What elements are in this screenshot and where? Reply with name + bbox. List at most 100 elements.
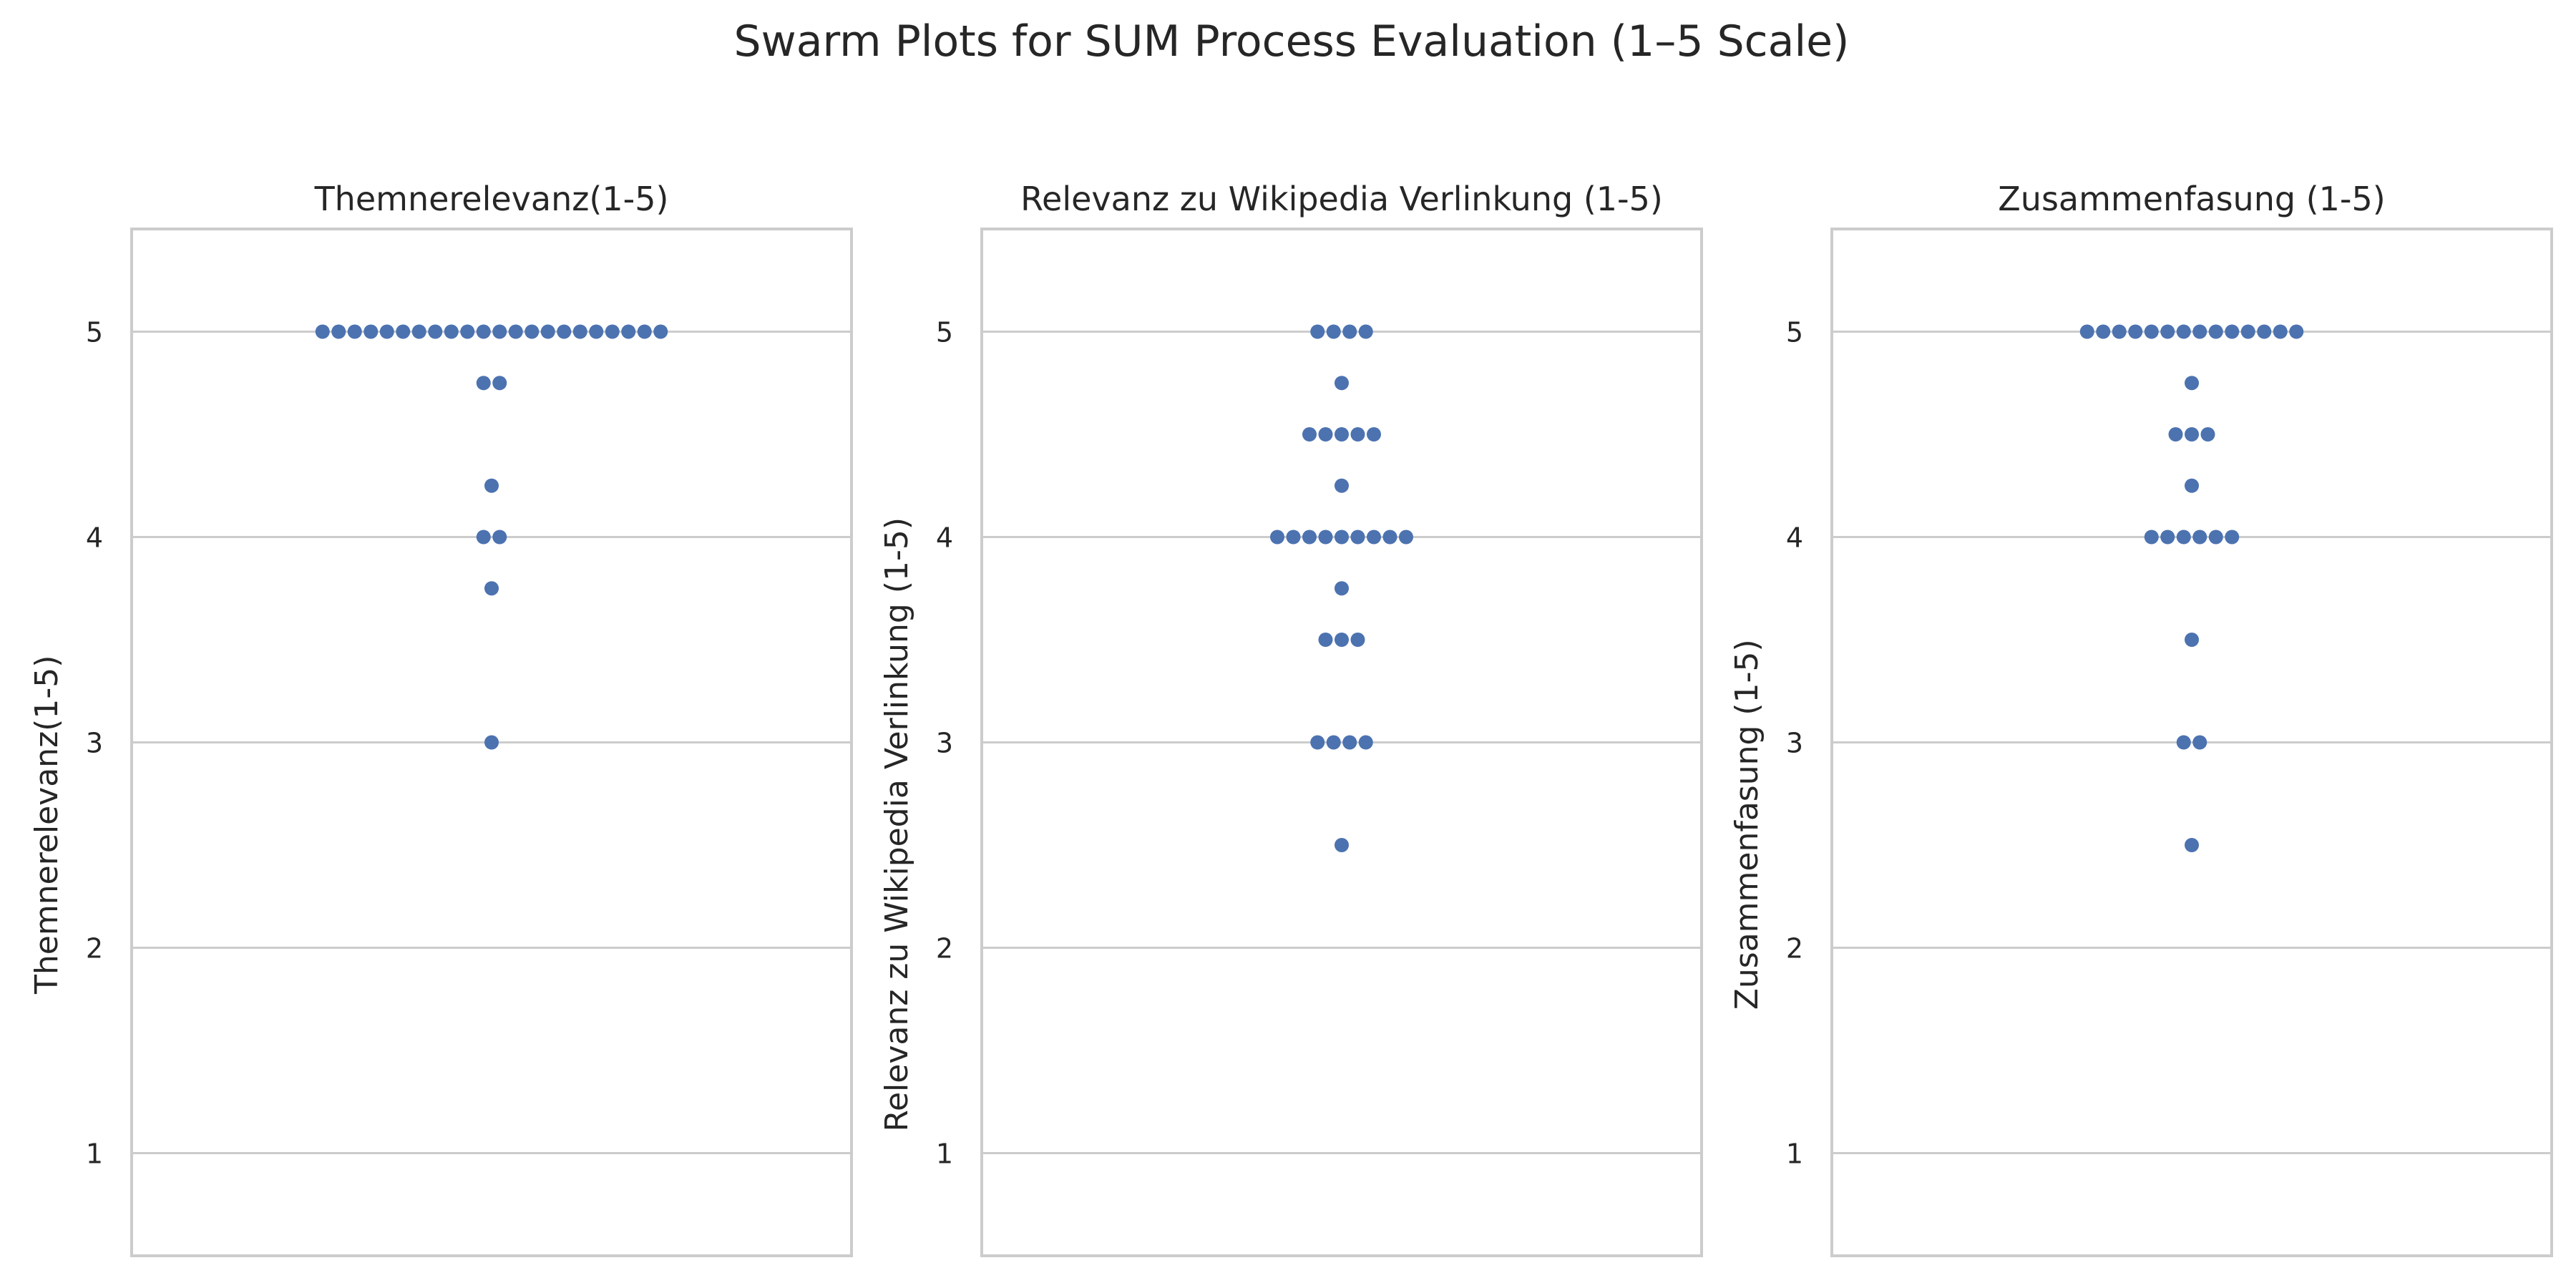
y-tick-label: 2 [1786,933,1803,965]
swarm-point [331,324,346,339]
y-tick-label: 5 [1786,317,1803,348]
swarm-point [2096,324,2111,339]
axes-frame [130,228,853,1257]
swarm-point [476,376,491,391]
swarm-point [2185,376,2199,391]
swarm-point [1335,478,1349,493]
swarm-point [492,530,507,545]
swarm-point [476,530,491,545]
y-tick-label: 4 [936,522,953,554]
swarm-point [2160,324,2175,339]
swarm-point [589,324,604,339]
y-tick-label: 3 [1786,728,1803,759]
swarm-point [2240,324,2255,339]
swarm-point [1302,427,1317,441]
swarm-point [2176,324,2191,339]
y-axis-label: Relevanz zu Wikipedia Verlinkung (1-5) [879,517,915,1132]
swarm-point [492,376,507,391]
subplot-title: Zusammenfasung (1-5) [1998,180,2385,218]
axes-frame [980,228,1703,1257]
y-tick-label: 5 [936,317,953,348]
swarm-point [2208,530,2223,545]
swarm-point [1367,530,1381,545]
y-tick-label: 1 [1786,1138,1803,1170]
swarm-point [1358,324,1373,339]
swarm-point [2176,735,2191,750]
swarm-point [2144,324,2159,339]
swarm-point [1367,427,1381,441]
swarm-point [2225,324,2240,339]
swarm-point [1318,633,1333,647]
swarm-point [1286,530,1301,545]
y-tick-label: 4 [1786,522,1803,554]
swarm-point [2200,427,2215,441]
y-tick-label: 1 [936,1138,953,1170]
swarm-point [1335,581,1349,596]
axes-frame [1830,228,2553,1257]
swarm-point [1350,530,1365,545]
subplot-1: 1 2 3 4 5 Themnerelevanz(1-5) Themnerelevanz(1… [29,180,853,1257]
swarm-point [484,478,499,493]
swarm-point [1310,735,1325,750]
swarm-point [411,324,426,339]
swarm-point [557,324,572,339]
swarm-point [444,324,459,339]
swarm-point [1302,530,1317,545]
y-tick-label: 1 [86,1138,103,1170]
swarm-point [1342,735,1357,750]
subplot-title: Themnerelevanz(1-5) [314,180,669,218]
swarm-point [508,324,523,339]
swarm-point [525,324,540,339]
swarm-point [1318,530,1333,545]
swarm-point [2144,530,2159,545]
swarm-point [1382,530,1397,545]
swarm-point [2192,735,2207,750]
y-axis-label: Zusammenfasung (1-5) [1729,639,1765,1010]
y-tick-label: 3 [86,728,103,759]
swarm-point [2176,530,2191,545]
swarm-point [621,324,636,339]
swarm-point [460,324,475,339]
swarm-point [2112,324,2127,339]
subplot-3: 1 2 3 4 5 Zusammenfasung (1-5) Zusammenfasung … [1729,180,2553,1257]
y-tick-label: 2 [86,933,103,965]
swarm-point [1326,735,1341,750]
swarm-point [379,324,394,339]
swarm-point [605,324,620,339]
swarm-point [1399,530,1413,545]
swarm-point [347,324,362,339]
y-tick-label: 5 [86,317,103,348]
swarm-point [1350,427,1365,441]
swarm-point [364,324,379,339]
swarm-point [1335,427,1349,441]
swarm-point [2185,478,2199,493]
swarm-point [1335,633,1349,647]
swarm-point [2273,324,2288,339]
swarm-point [1358,735,1373,750]
swarm-point [2208,324,2223,339]
y-tick-label: 2 [936,933,953,965]
y-axis-label: Themnerelevanz(1-5) [29,655,65,995]
swarm-point [2257,324,2272,339]
swarm-point [2160,530,2175,545]
swarm-point [1335,530,1349,545]
swarm-point [315,324,330,339]
swarm-point [2128,324,2143,339]
swarm-point [653,324,668,339]
swarm-point [2185,838,2199,852]
swarm-point [428,324,443,339]
swarm-point [2192,324,2207,339]
subplot-title: Relevanz zu Wikipedia Verlinkung (1-5) [1020,180,1663,218]
swarm-point [1335,838,1349,852]
swarm-point [1310,324,1325,339]
swarm-point [572,324,587,339]
swarm-point [540,324,555,339]
swarm-point [2185,427,2199,441]
swarm-point [1335,376,1349,391]
subplots-container: 1 2 3 4 5 Themnerelevanz(1-5) Themnerelevanz(1… [29,180,2553,1257]
swarm-point [1318,427,1333,441]
swarm-point [1326,324,1341,339]
swarm-point [1350,633,1365,647]
